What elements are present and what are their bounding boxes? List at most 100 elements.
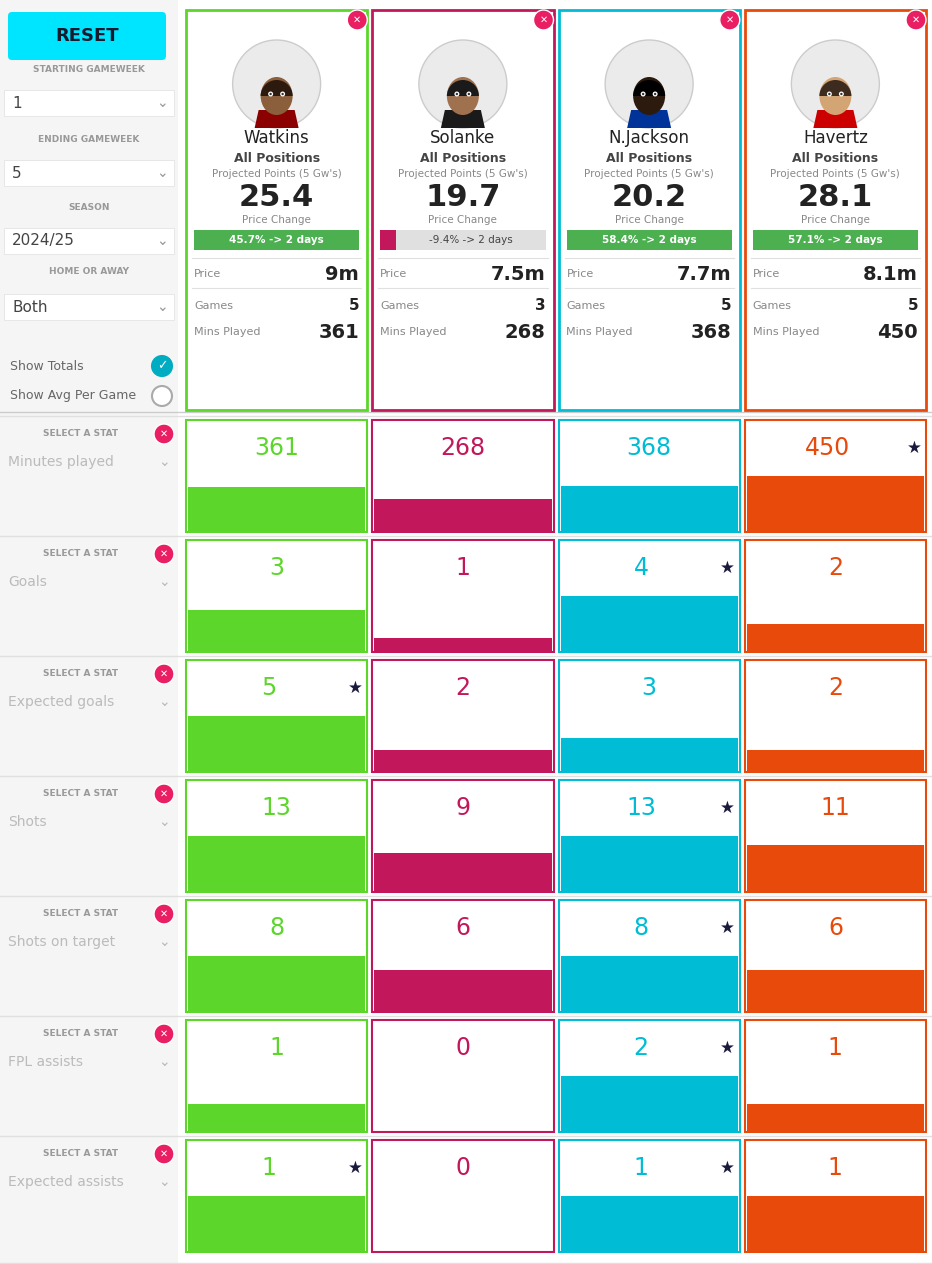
- Text: 13: 13: [262, 796, 292, 820]
- Text: SEASON: SEASON: [68, 204, 110, 212]
- Text: Projected Points (5 Gw's): Projected Points (5 Gw's): [212, 169, 341, 179]
- Text: -9.4% -> 2 days: -9.4% -> 2 days: [429, 235, 513, 245]
- Text: ⌄: ⌄: [158, 815, 170, 829]
- Wedge shape: [261, 80, 293, 96]
- Circle shape: [533, 10, 554, 30]
- Text: ⌄: ⌄: [158, 935, 170, 949]
- FancyBboxPatch shape: [745, 660, 926, 772]
- FancyBboxPatch shape: [560, 487, 738, 532]
- Text: 450: 450: [877, 322, 918, 341]
- Text: Expected assists: Expected assists: [8, 1176, 124, 1189]
- Circle shape: [154, 664, 174, 684]
- Circle shape: [791, 40, 880, 128]
- Text: 1: 1: [828, 1036, 843, 1060]
- Text: 4: 4: [634, 556, 649, 580]
- Text: 6: 6: [828, 916, 843, 940]
- Text: ⌄: ⌄: [157, 234, 168, 248]
- FancyBboxPatch shape: [188, 1103, 365, 1133]
- Text: 361: 361: [319, 322, 359, 341]
- FancyBboxPatch shape: [271, 104, 281, 114]
- FancyBboxPatch shape: [560, 836, 738, 892]
- Text: ✕: ✕: [160, 428, 168, 439]
- Text: SELECT A STAT: SELECT A STAT: [44, 550, 118, 559]
- Text: 2: 2: [828, 556, 843, 580]
- Circle shape: [605, 40, 693, 128]
- Circle shape: [468, 92, 470, 95]
- Text: 3: 3: [269, 556, 284, 580]
- FancyBboxPatch shape: [372, 900, 554, 1012]
- Ellipse shape: [261, 77, 293, 115]
- Text: SELECT A STAT: SELECT A STAT: [44, 910, 118, 919]
- Text: Games: Games: [753, 301, 792, 311]
- FancyBboxPatch shape: [186, 540, 367, 652]
- Text: 8: 8: [269, 916, 284, 940]
- Text: Mins Played: Mins Played: [567, 327, 633, 337]
- FancyBboxPatch shape: [558, 420, 740, 532]
- Text: Both: Both: [12, 300, 48, 315]
- FancyBboxPatch shape: [747, 1103, 924, 1133]
- Text: ★: ★: [720, 1039, 735, 1057]
- FancyBboxPatch shape: [745, 780, 926, 892]
- Text: ✕: ✕: [160, 1149, 168, 1159]
- Text: N.Jackson: N.Jackson: [609, 129, 690, 147]
- Circle shape: [640, 91, 646, 96]
- Text: 1: 1: [634, 1157, 649, 1181]
- Ellipse shape: [633, 77, 665, 115]
- Text: 58.4% -> 2 days: 58.4% -> 2 days: [602, 235, 696, 245]
- Text: 7.5m: 7.5m: [491, 264, 545, 283]
- FancyBboxPatch shape: [558, 540, 740, 652]
- Text: Projected Points (5 Gw's): Projected Points (5 Gw's): [398, 169, 528, 179]
- FancyBboxPatch shape: [745, 1020, 926, 1133]
- FancyBboxPatch shape: [186, 660, 367, 772]
- Text: 19.7: 19.7: [425, 183, 500, 212]
- Text: Price: Price: [380, 269, 407, 279]
- Circle shape: [269, 92, 272, 95]
- FancyBboxPatch shape: [745, 420, 926, 532]
- Circle shape: [652, 91, 658, 96]
- Text: HOME OR AWAY: HOME OR AWAY: [49, 268, 129, 277]
- Circle shape: [154, 1024, 174, 1044]
- Text: Expected goals: Expected goals: [8, 695, 115, 709]
- FancyBboxPatch shape: [186, 420, 367, 532]
- FancyBboxPatch shape: [745, 540, 926, 652]
- FancyBboxPatch shape: [4, 161, 174, 186]
- Text: Games: Games: [380, 301, 419, 311]
- Circle shape: [466, 91, 472, 96]
- Text: Games: Games: [194, 301, 233, 311]
- Text: ✕: ✕: [160, 1029, 168, 1039]
- Text: ★: ★: [720, 919, 735, 937]
- Text: Price: Price: [194, 269, 221, 279]
- Text: 5: 5: [261, 676, 276, 700]
- Polygon shape: [441, 110, 485, 128]
- FancyBboxPatch shape: [188, 715, 365, 772]
- FancyBboxPatch shape: [558, 10, 740, 410]
- FancyBboxPatch shape: [560, 1196, 738, 1253]
- Text: ★: ★: [348, 679, 363, 696]
- Circle shape: [154, 784, 174, 804]
- Text: 3: 3: [535, 298, 545, 313]
- FancyBboxPatch shape: [567, 230, 732, 250]
- FancyBboxPatch shape: [194, 230, 359, 250]
- Text: All Positions: All Positions: [792, 152, 879, 164]
- Text: 20.2: 20.2: [611, 183, 687, 212]
- Text: 2: 2: [634, 1036, 649, 1060]
- Polygon shape: [814, 110, 857, 128]
- FancyBboxPatch shape: [558, 660, 740, 772]
- Circle shape: [642, 92, 644, 95]
- FancyBboxPatch shape: [747, 750, 924, 772]
- FancyBboxPatch shape: [560, 738, 738, 772]
- Text: 3: 3: [641, 676, 657, 700]
- Text: 11: 11: [820, 796, 850, 820]
- FancyBboxPatch shape: [747, 1196, 924, 1253]
- Text: Minutes played: Minutes played: [8, 455, 114, 469]
- Text: Mins Played: Mins Played: [194, 327, 261, 337]
- Text: ✕: ✕: [160, 909, 168, 919]
- FancyBboxPatch shape: [745, 1140, 926, 1253]
- Text: All Positions: All Positions: [419, 152, 506, 164]
- Text: 0: 0: [456, 1157, 471, 1181]
- Text: ✕: ✕: [540, 15, 548, 25]
- FancyBboxPatch shape: [375, 969, 552, 1012]
- FancyBboxPatch shape: [186, 1020, 367, 1133]
- Text: SELECT A STAT: SELECT A STAT: [44, 790, 118, 799]
- Circle shape: [154, 904, 174, 924]
